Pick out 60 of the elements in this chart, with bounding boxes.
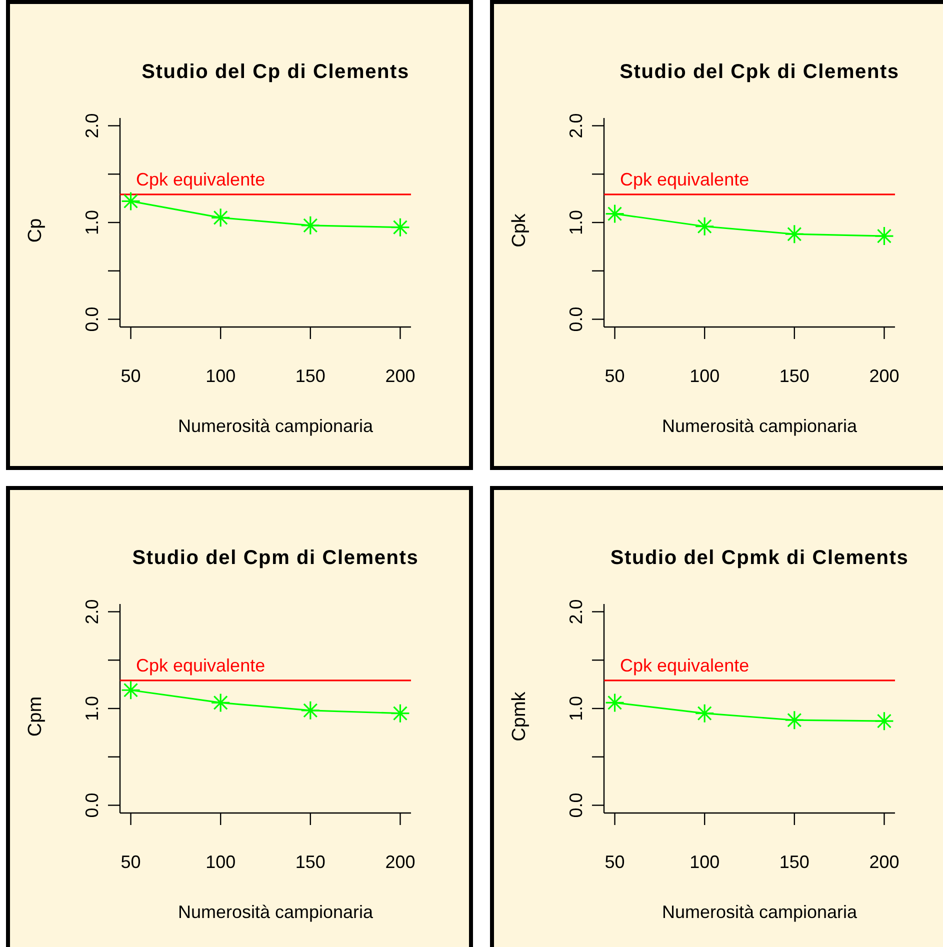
point — [210, 692, 230, 712]
y-tick-label: 0.0 — [566, 306, 586, 332]
x-tick-label: 100 — [690, 366, 720, 386]
point — [390, 218, 410, 238]
x-axis-title: Numerosità campionaria — [178, 416, 374, 436]
point — [784, 224, 804, 244]
point — [694, 216, 714, 236]
x-tick-label: 200 — [385, 852, 416, 872]
point — [694, 704, 714, 724]
x-tick-label: 50 — [120, 852, 141, 872]
point — [874, 226, 894, 246]
y-axis-title: Cpm — [25, 696, 46, 737]
ref-line-label: Cpk equivalente — [136, 655, 266, 676]
x-tick-label: 100 — [690, 852, 720, 872]
y-axis-title: Cpmk — [509, 691, 530, 742]
y-tick-label: 0.0 — [82, 792, 102, 818]
x-tick-label: 200 — [869, 366, 900, 386]
x-tick-label: 200 — [385, 366, 416, 386]
x-tick-label: 150 — [295, 852, 326, 872]
point — [120, 680, 141, 700]
y-tick-label: 2.0 — [82, 599, 102, 624]
point — [120, 191, 141, 212]
y-axis-title: Cp — [25, 218, 46, 243]
point — [604, 692, 625, 712]
x-tick-label: 150 — [779, 366, 810, 386]
y-tick-label: 2.0 — [82, 113, 102, 138]
y-tick-label: 0.0 — [566, 792, 586, 818]
point — [604, 204, 625, 224]
x-tick-label: 50 — [604, 852, 625, 872]
y-tick-label: 1.0 — [82, 696, 102, 722]
y-tick-label: 1.0 — [82, 210, 102, 236]
point — [784, 710, 804, 730]
point — [300, 700, 320, 720]
point — [390, 704, 410, 724]
chart-title: Studio del Cpk di Clements — [620, 61, 900, 83]
point — [210, 208, 230, 228]
y-axis-title: Cpk — [509, 213, 530, 248]
y-tick-label: 2.0 — [566, 599, 586, 624]
x-tick-label: 100 — [206, 852, 236, 872]
y-tick-label: 0.0 — [82, 306, 102, 332]
x-axis-title: Numerosità campionaria — [662, 416, 858, 436]
y-tick-label: 1.0 — [566, 210, 586, 236]
chart-title: Studio del Cpm di Clements — [132, 547, 419, 569]
ref-line-label: Cpk equivalente — [136, 169, 266, 190]
x-axis-title: Numerosità campionaria — [178, 902, 374, 922]
y-tick-label: 2.0 — [566, 113, 586, 138]
ref-line-label: Cpk equivalente — [620, 655, 750, 676]
chart-title: Studio del Cpmk di Clements — [610, 547, 909, 569]
point — [300, 216, 320, 236]
x-tick-label: 200 — [869, 852, 900, 872]
x-tick-label: 50 — [120, 366, 141, 386]
ref-line-label: Cpk equivalente — [620, 169, 750, 190]
x-axis-title: Numerosità campionaria — [662, 902, 858, 922]
x-tick-label: 100 — [206, 366, 236, 386]
point — [874, 711, 894, 731]
x-tick-label: 50 — [604, 366, 625, 386]
y-tick-label: 1.0 — [566, 696, 586, 722]
x-tick-label: 150 — [295, 366, 326, 386]
chart-title: Studio del Cp di Clements — [142, 61, 410, 83]
x-tick-label: 150 — [779, 852, 810, 872]
